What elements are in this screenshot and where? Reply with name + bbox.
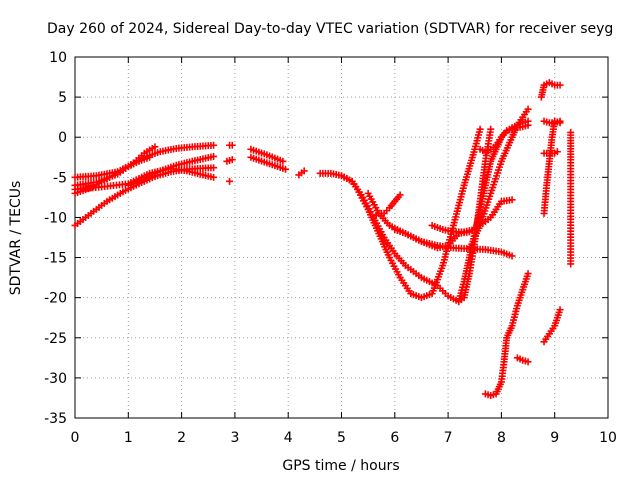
series-arc-g: [226, 141, 236, 149]
data-point: [279, 157, 287, 165]
series-arc-p: [369, 191, 404, 221]
x-tick-label: 6: [390, 430, 399, 446]
series-arc-z: [537, 79, 564, 101]
series-arc-j: [247, 145, 287, 165]
series-arc-w: [513, 354, 532, 366]
series-arc-k: [247, 153, 290, 173]
data-point: [228, 156, 236, 164]
x-tick-label: 4: [284, 430, 293, 446]
series-arc-aa: [540, 148, 561, 157]
axes: 0 1 2 3 4 5 6 7 8 9 10 10 5 0 -5 -10 -15 -20 -25 -30 -35: [44, 50, 617, 446]
data-point: [524, 270, 532, 278]
y-tick-label: 10: [49, 50, 67, 66]
x-tick-label: 1: [124, 430, 133, 446]
data-point: [210, 173, 218, 181]
data-point: [524, 105, 532, 113]
series-arc-t: [455, 121, 532, 306]
series-arc-y: [540, 117, 564, 127]
data-point: [210, 152, 218, 160]
data-point: [210, 141, 218, 149]
data-point: [524, 358, 532, 366]
series-arc-v: [481, 270, 532, 400]
chart-title: Day 260 of 2024, Sidereal Day-to-day VTE…: [47, 21, 613, 37]
y-tick-label: 0: [58, 130, 67, 146]
series-arc-ab: [540, 306, 564, 346]
series-arc-u: [465, 105, 532, 254]
data-point: [396, 191, 404, 199]
y-tick-label: -30: [44, 371, 67, 387]
series-arc-l: [295, 167, 308, 179]
y-tick-label: -20: [44, 291, 67, 307]
x-tick-label: 0: [71, 430, 80, 446]
data-point: [508, 252, 516, 260]
series-arc-i: [226, 177, 234, 185]
data-point: [226, 177, 234, 185]
series-arc-ac: [567, 128, 575, 268]
x-tick-label: 10: [599, 430, 617, 446]
y-tick-label: -5: [53, 170, 67, 186]
x-tick-label: 5: [337, 430, 346, 446]
series-arc-x: [540, 117, 564, 217]
x-tick-label: 9: [550, 430, 559, 446]
data-point: [300, 167, 308, 175]
data-point: [553, 148, 561, 156]
data-point: [556, 117, 564, 125]
data-point: [228, 141, 236, 149]
y-tick-label: -10: [44, 210, 67, 226]
data-point: [487, 125, 495, 133]
series-arc-e: [71, 143, 159, 189]
data-point: [556, 81, 564, 89]
data-point: [210, 164, 218, 172]
y-tick-label: 5: [58, 90, 67, 106]
y-axis-label: SDTVAR / TECUs: [8, 181, 24, 296]
data-point: [556, 306, 564, 314]
data-point: [524, 121, 532, 129]
data-point: [567, 260, 575, 268]
y-tick-label: -35: [44, 411, 67, 427]
x-axis-label: GPS time / hours: [282, 458, 399, 474]
data-point: [151, 143, 159, 151]
data-point: [476, 125, 484, 133]
x-tick-label: 3: [230, 430, 239, 446]
y-tick-label: -15: [44, 251, 67, 267]
data-point: [508, 196, 516, 204]
data-points: [71, 79, 575, 400]
x-tick-label: 2: [177, 430, 186, 446]
x-tick-label: 7: [444, 430, 453, 446]
series-arc-f: [124, 152, 218, 189]
series-arc-q: [391, 196, 516, 252]
series-arc-h: [223, 156, 236, 165]
x-tick-label: 8: [497, 430, 506, 446]
data-point: [282, 165, 290, 173]
y-tick-label: -25: [44, 331, 67, 347]
